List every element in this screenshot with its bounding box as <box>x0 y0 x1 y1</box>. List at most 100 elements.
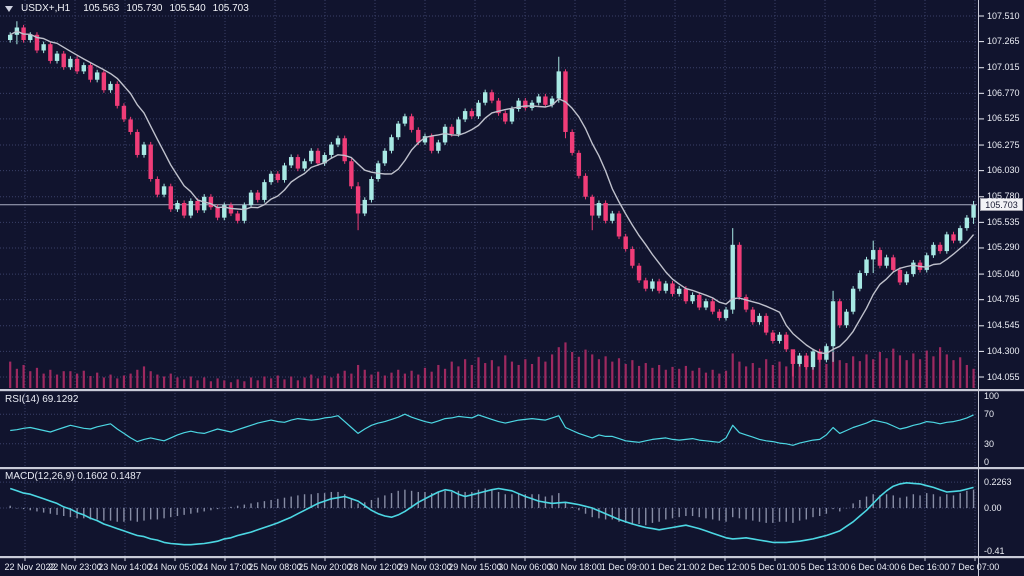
volume-bar <box>122 375 126 388</box>
volume-bar <box>711 369 714 388</box>
candle-body <box>429 136 434 151</box>
macd-histogram-bar <box>772 508 774 523</box>
volume-bar <box>671 366 674 388</box>
candle-body <box>362 199 367 214</box>
volume-bar <box>825 364 828 388</box>
macd-panel-area[interactable] <box>0 469 977 556</box>
volume-bar <box>838 360 841 388</box>
candle-body <box>891 257 896 270</box>
volume-bar <box>343 370 346 388</box>
macd-histogram-bar <box>946 494 948 508</box>
main-chart-area[interactable] <box>0 0 977 389</box>
volume-bar <box>510 361 514 388</box>
volume-bar <box>617 358 621 388</box>
volume-bar <box>169 373 172 388</box>
volume-bar <box>256 380 259 388</box>
candle-body <box>944 234 949 252</box>
candle-body <box>623 236 628 250</box>
volume-bar <box>9 361 12 388</box>
volume-bar <box>591 354 594 388</box>
candle-body <box>302 161 307 169</box>
volume-bar <box>470 364 473 388</box>
volume-bar <box>55 374 59 388</box>
volume-bar <box>116 378 119 388</box>
macd-histogram-bar <box>959 493 961 508</box>
candle-body <box>369 178 374 200</box>
macd-signal-line <box>9 481 974 546</box>
candle-body <box>295 157 301 169</box>
macd-histogram-bar <box>504 494 506 508</box>
volume-bar <box>611 361 614 388</box>
candle-body <box>677 288 682 294</box>
volume-bar <box>270 378 273 388</box>
volume-bar <box>872 359 875 388</box>
volume-bar <box>939 347 942 388</box>
volume-bar <box>484 363 487 388</box>
macd-histogram-bar <box>511 494 513 508</box>
macd-histogram-bar <box>558 493 560 508</box>
candle-body <box>911 262 916 275</box>
macd-histogram-bar <box>584 508 587 514</box>
candle-body <box>971 205 976 218</box>
macd-histogram-bar <box>444 490 446 508</box>
macd-histogram-bar <box>698 508 700 518</box>
volume-bar <box>517 364 520 388</box>
volume-bar <box>356 364 360 388</box>
volume-bar <box>15 368 18 388</box>
macd-histogram-bar <box>598 508 600 519</box>
candle-body <box>409 116 414 130</box>
volume-bar <box>316 378 320 388</box>
macd-histogram-bar <box>879 495 881 508</box>
candle-body <box>790 349 796 364</box>
volume-bar <box>497 366 500 388</box>
macd-histogram-bar <box>752 508 754 521</box>
macd-histogram-bar <box>83 508 85 519</box>
volume-bar <box>417 374 420 388</box>
panel-separator <box>0 389 1024 392</box>
candle-body <box>964 217 970 229</box>
candle-body <box>957 228 963 241</box>
candle-body <box>349 161 354 187</box>
candle-body <box>235 213 240 221</box>
volume-bar <box>22 364 25 388</box>
rsi-panel-area[interactable] <box>0 391 977 467</box>
candle-body <box>830 301 836 347</box>
macd-histogram-bar <box>732 508 734 518</box>
volume-bar <box>898 355 902 388</box>
volume-bar <box>959 357 962 388</box>
macd-histogram-bar <box>216 508 219 510</box>
candle-body <box>810 351 816 368</box>
macd-histogram-bar <box>497 491 500 508</box>
volume-bar <box>624 364 627 388</box>
candle-body <box>74 58 80 72</box>
volume-bar <box>330 377 333 388</box>
macd-histogram-bar <box>919 495 921 508</box>
candle-body <box>556 71 561 99</box>
macd-histogram-bar <box>859 499 861 508</box>
candle-body <box>202 196 207 211</box>
candle-body <box>670 283 675 294</box>
volume-bar <box>831 352 835 388</box>
volume-bar <box>377 371 380 388</box>
macd-histogram-bar <box>22 508 25 510</box>
macd-histogram-bar <box>611 508 613 520</box>
volume-bar <box>658 364 661 388</box>
candle-body <box>68 58 73 68</box>
volume-bar <box>249 377 253 388</box>
candle-body <box>108 83 113 91</box>
macd-histogram-bar <box>310 494 312 508</box>
macd-histogram-bar <box>277 498 279 508</box>
volume-bar <box>290 376 293 388</box>
candle-body <box>61 53 66 68</box>
volume-bar <box>651 367 654 388</box>
candle-body <box>148 144 153 179</box>
candle-body <box>777 334 782 341</box>
candle-body <box>743 297 749 310</box>
volume-bar <box>504 355 507 388</box>
volume-bar <box>49 369 52 388</box>
macd-histogram-bar <box>899 497 901 508</box>
macd-histogram-bar <box>705 508 707 519</box>
macd-histogram-bar <box>337 491 339 508</box>
volume-bar <box>811 364 815 388</box>
